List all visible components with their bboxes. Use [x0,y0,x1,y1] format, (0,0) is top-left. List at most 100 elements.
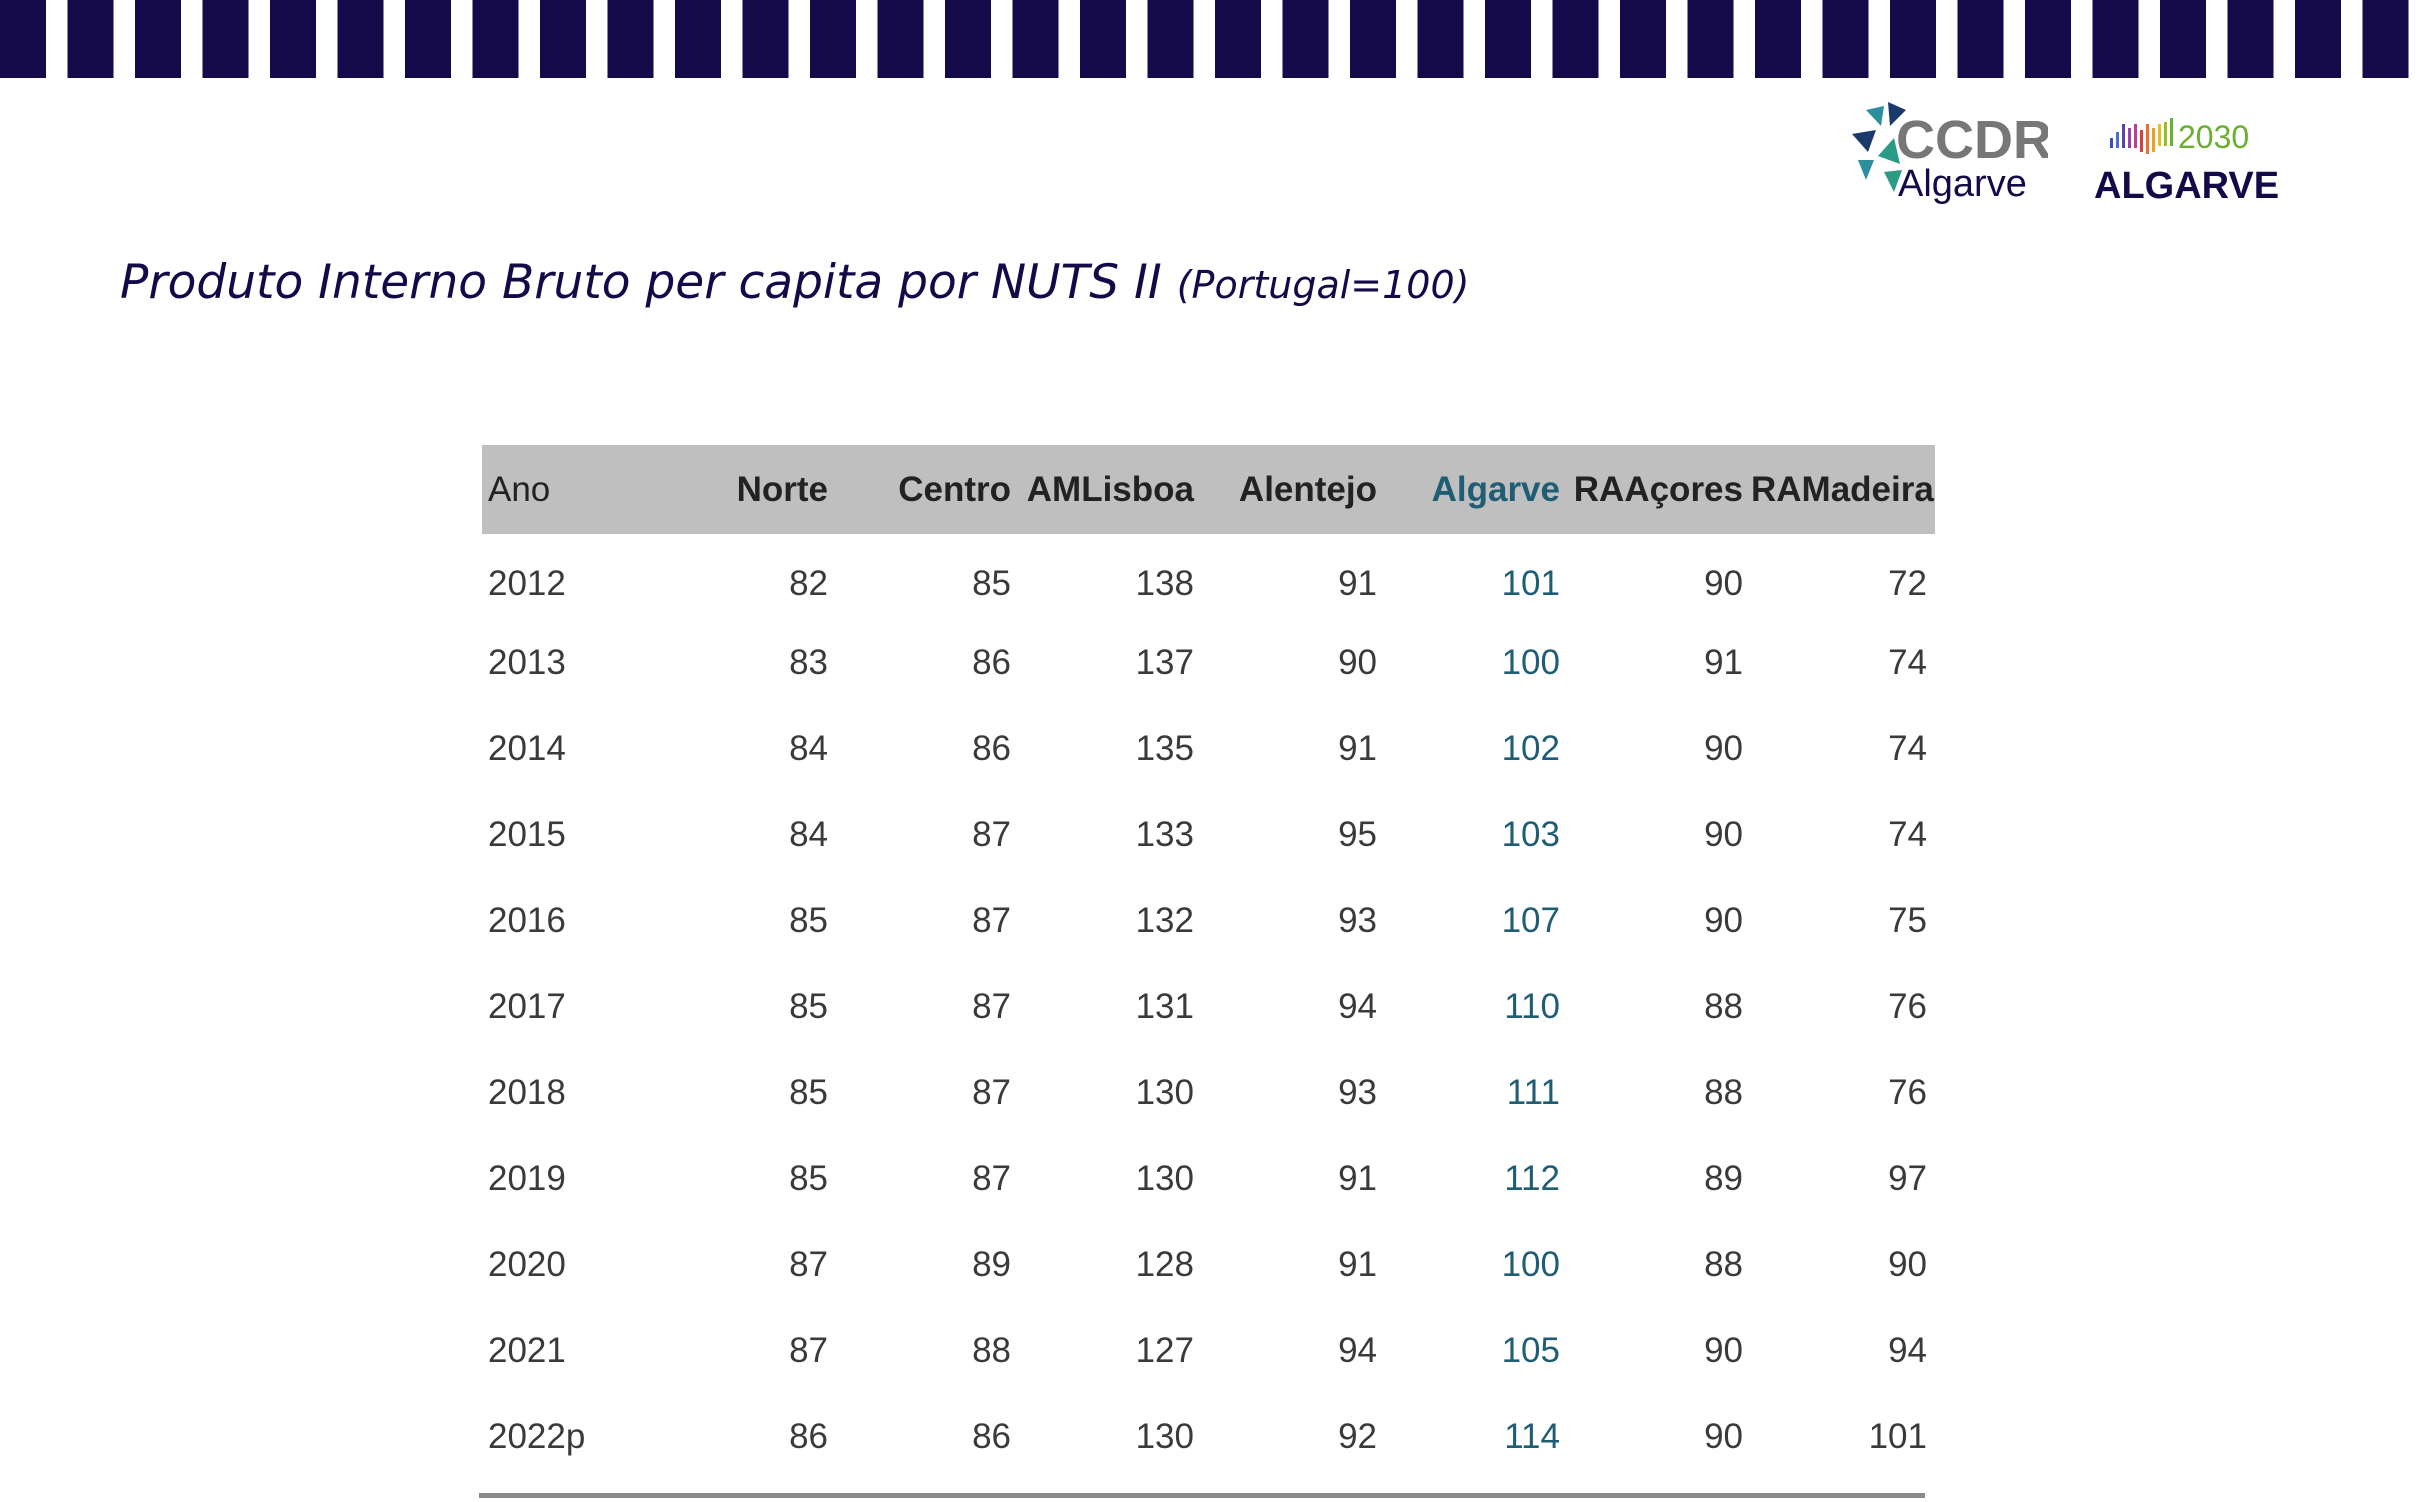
cell-norte: 87 [789,1245,828,1284]
cell-raacores: 88 [1704,1245,1743,1284]
top-stripe-banner [0,0,2421,78]
table-row: 2013 83 86 137 90 100 91 74 [482,620,1935,706]
cell-algarve: 112 [1504,1159,1560,1198]
cell-norte: 85 [789,901,828,940]
cell-centro: 87 [972,1073,1011,1112]
cell-algarve: 100 [1501,1245,1560,1284]
cell-alentejo: 91 [1338,1159,1377,1198]
cell-centro: 85 [972,564,1011,603]
cell-alentejo: 94 [1338,1331,1377,1370]
table-row: 2012 82 85 138 91 101 90 72 [482,534,1935,620]
cell-algarve: 105 [1501,1331,1560,1370]
cell-amlisboa: 130 [1135,1417,1194,1456]
cell-ano: 2022p [488,1417,586,1456]
table-bottom-rule [479,1493,1925,1498]
cell-alentejo: 91 [1338,564,1377,603]
cell-alentejo: 95 [1338,815,1377,854]
cell-raacores: 90 [1704,564,1743,603]
table-header-row: Ano Norte Centro AMLisboa Alentejo Algar… [482,445,1935,534]
cell-norte: 82 [789,564,828,603]
cell-ramadeira: 76 [1888,1073,1927,1112]
cell-algarve: 102 [1501,729,1560,768]
table-row: 2017 85 87 131 94 110 88 76 [482,964,1935,1050]
cell-ano: 2020 [488,1245,566,1284]
cell-centro: 86 [972,643,1011,682]
table-row: 2015 84 87 133 95 103 90 74 [482,792,1935,878]
cell-norte: 85 [789,1073,828,1112]
table-row: 2014 84 86 135 91 102 90 74 [482,706,1935,792]
cell-ano: 2013 [488,643,566,682]
cell-centro: 87 [972,1159,1011,1198]
cell-algarve: 100 [1501,643,1560,682]
cell-raacores: 90 [1704,901,1743,940]
cell-norte: 84 [789,815,828,854]
header-algarve: Algarve [1431,469,1560,509]
cell-ano: 2021 [488,1331,566,1370]
cell-alentejo: 93 [1338,1073,1377,1112]
cell-ramadeira: 101 [1868,1417,1927,1456]
ccdr-logo-line2: Algarve [1898,163,2027,205]
cell-amlisboa: 135 [1135,729,1194,768]
cell-alentejo: 90 [1338,643,1377,682]
cell-centro: 87 [972,815,1011,854]
cell-ano: 2014 [488,729,566,768]
cell-ramadeira: 74 [1888,815,1927,854]
table-row: 2019 85 87 130 91 112 89 97 [482,1136,1935,1222]
cell-norte: 85 [789,1159,828,1198]
page-subtitle: (Portugal=100) [1176,263,1470,307]
header-ramadeira: RAMadeira [1751,469,1934,509]
cell-raacores: 91 [1704,643,1743,682]
header-alentejo: Alentejo [1238,469,1377,509]
cell-alentejo: 93 [1338,901,1377,940]
cell-raacores: 90 [1704,1331,1743,1370]
cell-alentejo: 92 [1338,1417,1377,1456]
cell-raacores: 90 [1704,815,1743,854]
cell-centro: 89 [972,1245,1011,1284]
page-title-text: Produto Interno Bruto per capita por NUT… [120,255,1162,310]
cell-centro: 88 [972,1331,1011,1370]
cell-raacores: 90 [1704,1417,1743,1456]
cell-raacores: 88 [1704,987,1743,1026]
cell-ano: 2016 [488,901,566,940]
cell-raacores: 88 [1704,1073,1743,1112]
header-centro: Centro [898,469,1011,509]
cell-ramadeira: 76 [1888,987,1927,1026]
table-row: 2021 87 88 127 94 105 90 94 [482,1308,1935,1394]
cell-ramadeira: 75 [1888,901,1927,940]
cell-ano: 2017 [488,987,566,1026]
cell-amlisboa: 130 [1135,1073,1194,1112]
cell-alentejo: 91 [1338,729,1377,768]
cell-algarve: 101 [1501,564,1560,603]
cell-amlisboa: 130 [1135,1159,1194,1198]
ccdr-algarve-logo: CCDR Algarve [1852,102,2048,205]
cell-alentejo: 91 [1338,1245,1377,1284]
cell-amlisboa: 138 [1135,564,1194,603]
cell-algarve: 111 [1506,1073,1560,1112]
cell-algarve: 114 [1504,1417,1560,1456]
cell-ramadeira: 74 [1888,729,1927,768]
cell-amlisboa: 132 [1135,901,1194,940]
table-row: 2022p 86 86 130 92 114 90 101 [482,1394,1935,1480]
header-raacores: RAAçores [1573,469,1743,509]
cell-algarve: 110 [1504,987,1560,1026]
cell-norte: 86 [789,1417,828,1456]
gdp-per-capita-table: Ano Norte Centro AMLisboa Alentejo Algar… [482,445,1935,1480]
cell-ramadeira: 90 [1888,1245,1927,1284]
cell-amlisboa: 131 [1135,987,1194,1026]
cell-ramadeira: 74 [1888,643,1927,682]
cell-ano: 2018 [488,1073,566,1112]
ccdr-logo-line1: CCDR [1896,110,2048,170]
table-row: 2020 87 89 128 91 100 88 90 [482,1222,1935,1308]
cell-amlisboa: 137 [1135,643,1194,682]
header-ano: Ano [488,469,551,509]
cell-amlisboa: 127 [1135,1331,1194,1370]
cell-amlisboa: 128 [1135,1245,1194,1284]
logo-2030-year: 2030 [2178,119,2249,155]
cell-ramadeira: 94 [1888,1331,1927,1370]
cell-norte: 84 [789,729,828,768]
cell-norte: 85 [789,987,828,1026]
algarve-2030-logo: 2030 ALGARVE [2094,118,2279,202]
cell-algarve: 107 [1501,901,1560,940]
color-bars-icon [2110,118,2173,154]
cell-alentejo: 94 [1338,987,1377,1026]
